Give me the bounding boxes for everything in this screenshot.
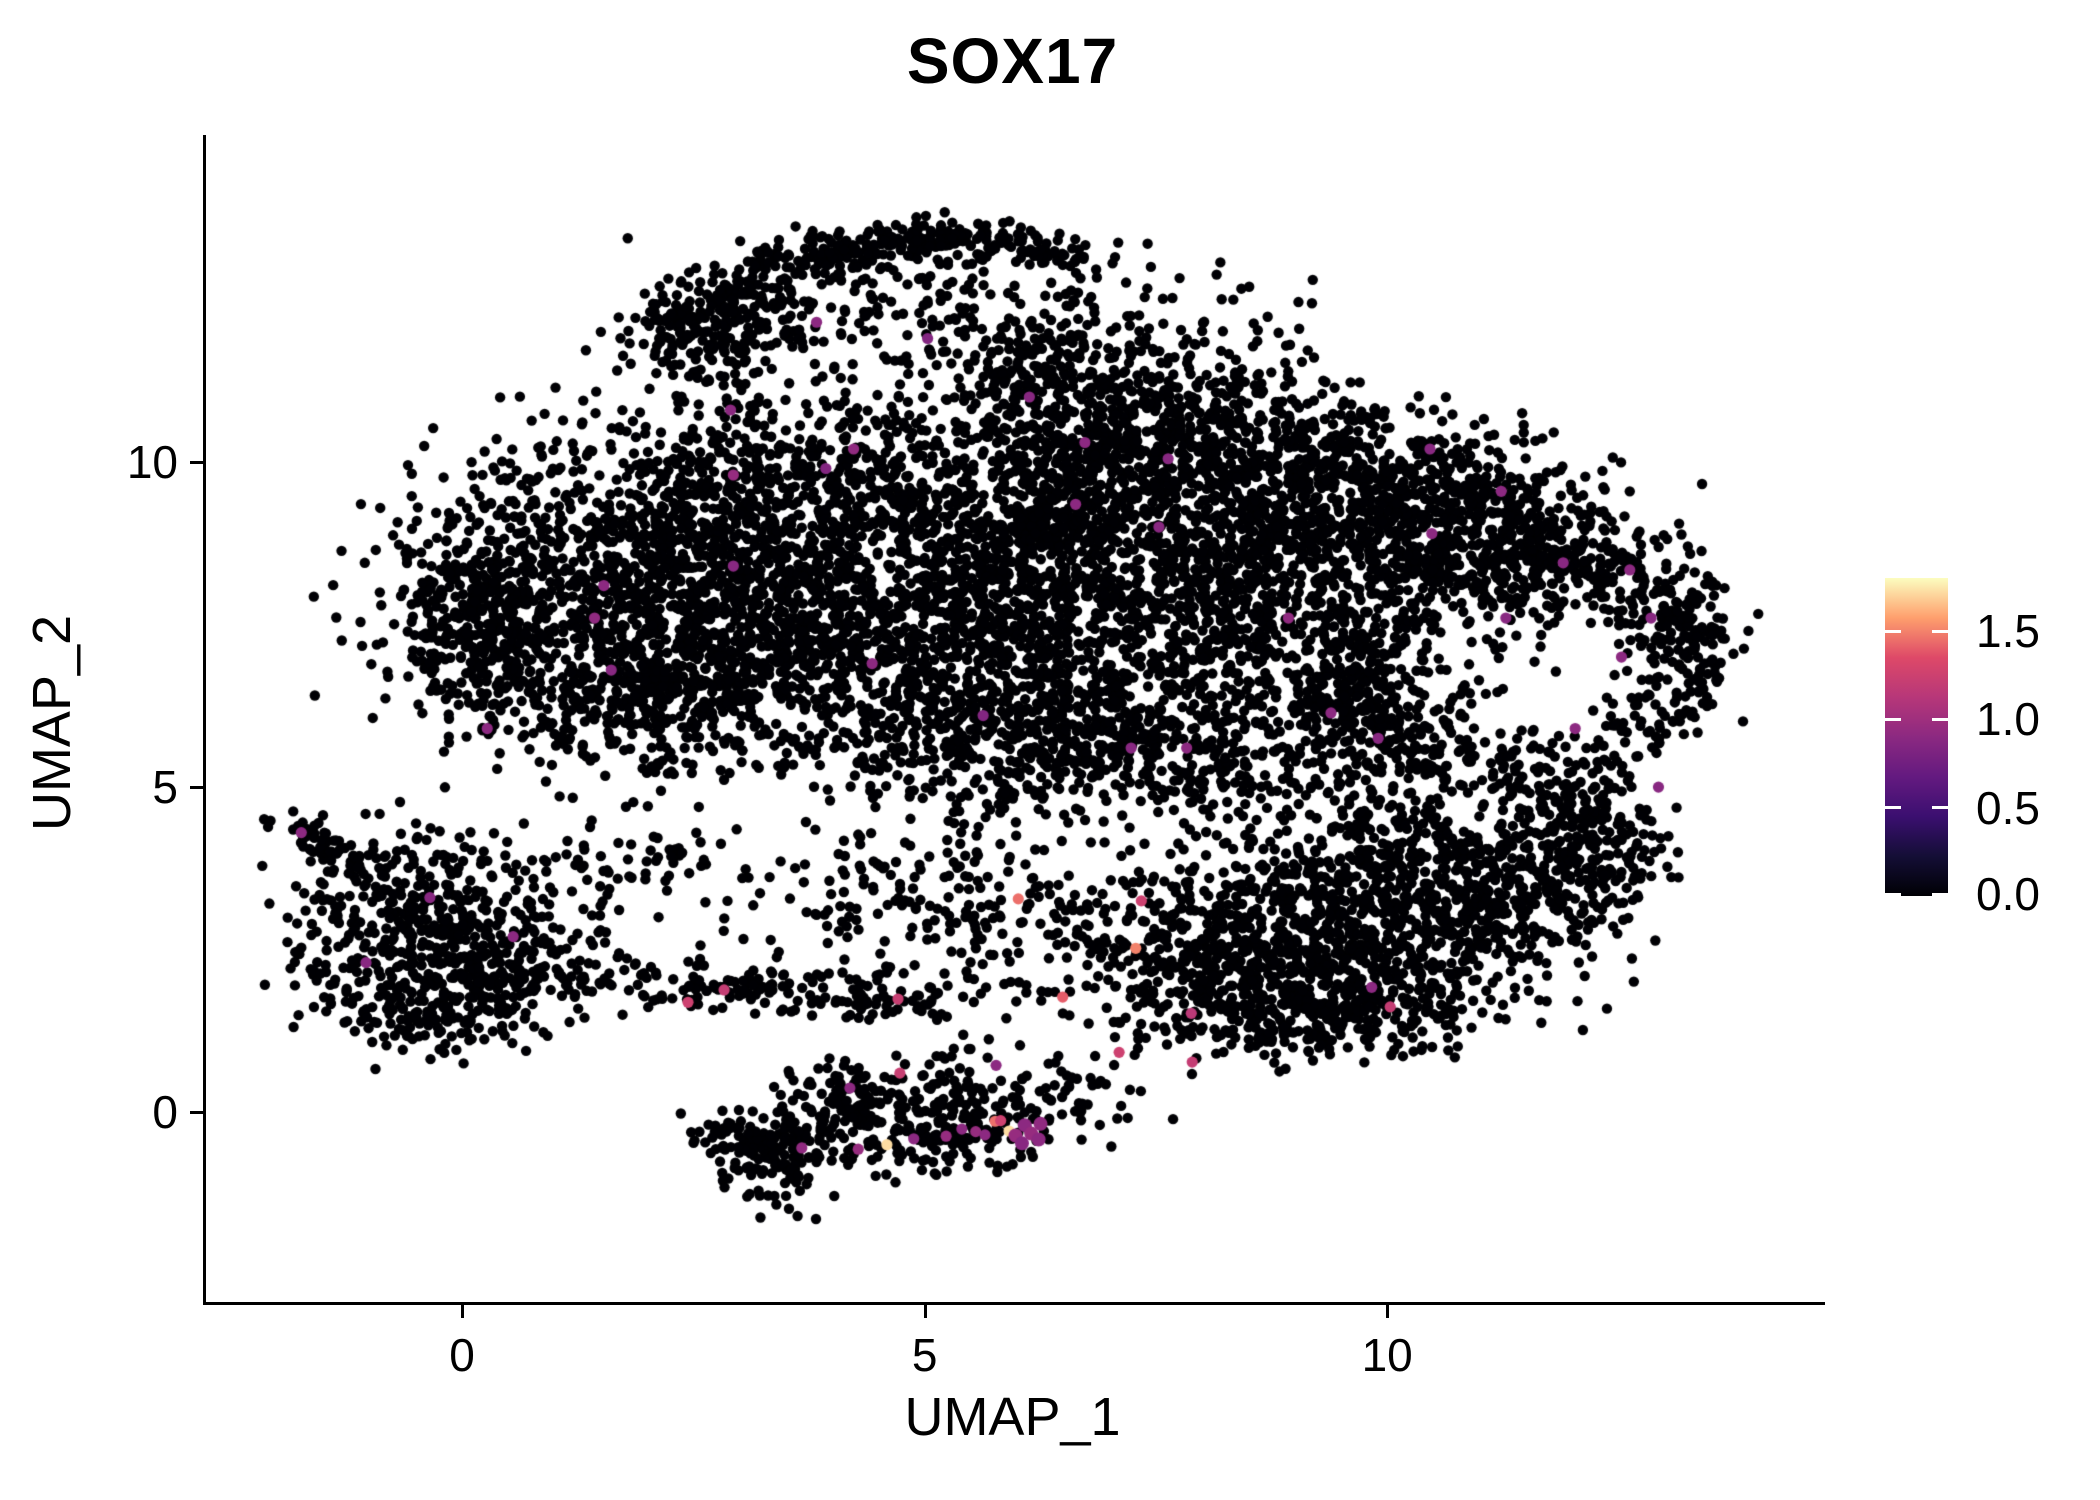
y-tick-label: 5: [152, 761, 178, 814]
colorbar-tick-label: 0.5: [1976, 781, 2040, 834]
colorbar-tick-label: 1.5: [1976, 605, 2040, 657]
x-tick-mark: [923, 1305, 927, 1318]
colorbar: [1885, 578, 1948, 896]
plot-title: SOX17: [906, 25, 1119, 97]
y-tick-label: 10: [126, 436, 178, 489]
colorbar-tick-mark: [1885, 629, 1901, 633]
x-tick-mark: [461, 1305, 465, 1318]
x-tick-label: 10: [1361, 1329, 1413, 1381]
colorbar-tick-mark: [1932, 629, 1948, 633]
colorbar-tick-label: 0.0: [1976, 868, 2040, 920]
y-tick-mark: [190, 1111, 203, 1115]
colorbar-tick-mark: [1885, 893, 1901, 896]
colorbar-tick-label: 1.0: [1976, 693, 2040, 746]
colorbar-tick-mark: [1932, 806, 1948, 810]
colorbar-tick-mark: [1885, 717, 1901, 721]
x-axis-label: UMAP_1: [904, 1387, 1121, 1447]
x-tick-label: 5: [911, 1329, 938, 1381]
scatter-canvas: [206, 135, 1825, 1302]
y-tick-mark: [190, 786, 203, 790]
colorbar-tick-mark: [1885, 806, 1901, 810]
y-tick-mark: [190, 461, 203, 465]
colorbar-tick-mark: [1932, 717, 1948, 721]
y-tick-label: 0: [152, 1086, 178, 1139]
y-axis-label: UMAP_2: [22, 614, 82, 832]
x-tick-mark: [1386, 1305, 1390, 1318]
colorbar-tick-mark: [1932, 893, 1948, 896]
x-tick-label: 0: [449, 1329, 475, 1381]
plot-panel: [203, 135, 1825, 1305]
